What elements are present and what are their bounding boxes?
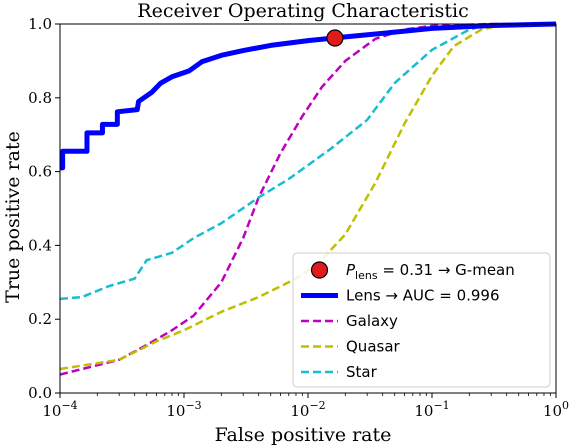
y-tick-label: 0.2 (28, 310, 52, 328)
y-tick-label: 0.0 (28, 384, 52, 402)
series-line-quasar (59, 22, 556, 371)
legend: Plens = 0.31 → G-mean Lens → AUC = 0.996 G… (292, 252, 551, 388)
y-tick-label: 0.8 (28, 89, 52, 107)
x-tick-label: 10−3 (166, 399, 201, 420)
legend-marker-swatch (310, 261, 329, 279)
x-tick-label: 10−2 (290, 399, 325, 420)
y-axis-label: True positive rate (2, 131, 24, 303)
x-axis-label: False positive rate (215, 424, 392, 445)
marker-layer (326, 29, 344, 47)
x-tick-label: 10−4 (42, 399, 77, 420)
series-line-star (59, 22, 556, 301)
axes: 10−4 10−3 10−2 10−1 100 0.0 0.2 0.4 0.6 0.8 1.0 (28, 15, 569, 420)
y-tick-label: 1.0 (28, 15, 52, 33)
legend-box (292, 252, 551, 388)
legend-label-star: Star (346, 363, 378, 381)
plot-frame (59, 23, 557, 394)
legend-label-gmean: Plens = 0.31 → G-mean (346, 261, 515, 282)
y-tick-label: 0.4 (28, 236, 52, 254)
series-lines (59, 21, 557, 376)
legend-label-quasar: Quasar (346, 338, 401, 356)
legend-label-galaxy: Galaxy (346, 312, 398, 330)
gmean-marker (326, 29, 344, 47)
x-tick-label: 10−1 (414, 399, 449, 420)
series-line-lens (60, 21, 557, 171)
legend-label-lens: Lens → AUC = 0.996 (346, 287, 500, 305)
x-tick-label: 100 (543, 399, 569, 420)
y-tick-label: 0.6 (28, 163, 52, 181)
chart-title: Receiver Operating Characteristic (137, 0, 468, 22)
